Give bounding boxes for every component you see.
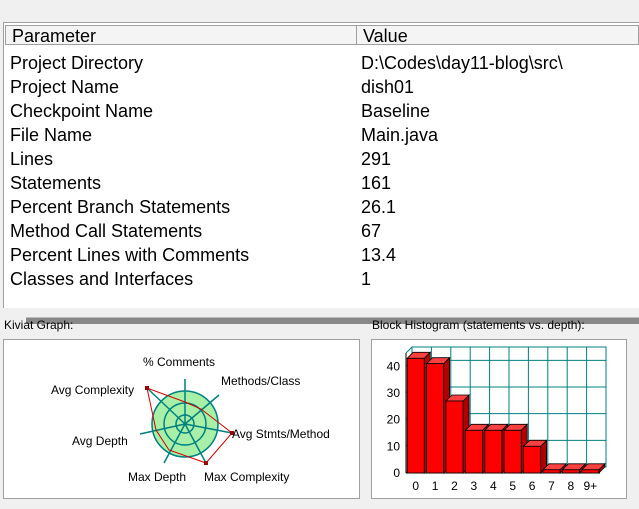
parameter-cell: Checkpoint Name: [10, 101, 154, 121]
parameter-cell: Lines: [10, 149, 54, 169]
horizontal-scrollbar[interactable]: [26, 317, 639, 324]
value-cell: Baseline: [361, 101, 431, 121]
value-cell: dish01: [361, 77, 415, 97]
histogram-bar: [561, 469, 580, 474]
histogram-bar: [406, 357, 425, 474]
table-row[interactable]: Method Call Statements 67: [4, 219, 638, 243]
value-cell: 291: [361, 149, 392, 169]
parameter-column-header[interactable]: Parameter: [5, 25, 357, 46]
x-tick-label: 8: [568, 479, 575, 493]
table-row[interactable]: Percent Branch Statements 26.1: [4, 195, 638, 219]
value-cell: Main.java: [361, 125, 439, 145]
histogram-title: Block Histogram (statements vs. depth):: [372, 318, 585, 332]
histogram-bar: [426, 363, 445, 474]
block-histogram-panel: 0 10 20 30 40 0 1 2 3 4 5 6 7 8 9+: [371, 339, 627, 499]
y-tick-label: 0: [393, 466, 400, 480]
value-cell: 1: [361, 269, 372, 289]
parameter-cell: File Name: [10, 125, 93, 145]
value-column-header[interactable]: Value: [357, 25, 639, 46]
axis-label-max-complexity: Max Complexity: [204, 470, 289, 484]
table-row[interactable]: File Name Main.java: [4, 123, 638, 147]
x-tick-label: 5: [509, 479, 516, 493]
kiviat-value-polygon: [146, 387, 233, 464]
axis-max-depth: [163, 423, 186, 464]
parameter-cell: Project Name: [10, 77, 120, 97]
parameter-cell: Percent Branch Statements: [10, 197, 231, 217]
value-cell: 67: [361, 221, 382, 241]
table-row[interactable]: Project Directory D:\Codes\day11-blog\src…: [4, 51, 638, 75]
parameter-cell: Project Directory: [10, 53, 144, 73]
x-tick-label: 1: [432, 479, 439, 493]
axis-label-avg-depth: Avg Depth: [72, 434, 128, 448]
parameter-cell: Method Call Statements: [10, 221, 203, 241]
kiviat-graph-title: Kiviat Graph:: [4, 318, 74, 332]
x-tick-label: 4: [490, 479, 497, 493]
y-tick-label: 10: [387, 439, 401, 453]
marker-avg-stmts: [230, 431, 234, 435]
x-tick-label: 7: [548, 479, 555, 493]
axis-label-comments: % Comments: [143, 355, 215, 369]
y-tick-label: 40: [387, 359, 401, 373]
histogram-bar: [503, 429, 522, 474]
table-header: Parameter Value: [5, 25, 639, 47]
value-cell: 161: [361, 173, 392, 193]
histogram-bar: [542, 469, 561, 474]
axis-label-methods-class: Methods/Class: [221, 374, 300, 388]
axis-label-avg-complexity: Avg Complexity: [51, 383, 134, 397]
metrics-table: Parameter Value Project Directory D:\Code…: [3, 22, 639, 324]
x-tick-label: 2: [451, 479, 458, 493]
parameter-cell: Statements: [10, 173, 102, 193]
table-row[interactable]: Lines 291: [4, 147, 638, 171]
value-cell: D:\Codes\day11-blog\src\: [361, 53, 563, 73]
y-tick-label: 20: [387, 413, 401, 427]
parameter-cell: Classes and Interfaces: [10, 269, 194, 289]
axis-avg-complexity: [146, 387, 186, 425]
histogram-side-top: [405, 346, 413, 354]
marker-max-complexity: [204, 461, 208, 465]
axis-label-max-depth: Max Depth: [128, 470, 186, 484]
kiviat-graph-panel: % Comments Methods/Class Avg Stmts/Metho…: [3, 339, 360, 499]
parameter-cell: Percent Lines with Comments: [10, 245, 250, 265]
table-row[interactable]: Classes and Interfaces 1: [4, 267, 638, 291]
histogram-bar: [464, 429, 483, 474]
table-row[interactable]: Statements 161: [4, 171, 638, 195]
y-tick-label: 30: [387, 386, 401, 400]
histogram-bar: [484, 429, 503, 474]
x-tick-label: 3: [471, 479, 478, 493]
axis-label-avg-stmts: Avg Stmts/Method: [232, 427, 330, 441]
table-row[interactable]: Checkpoint Name Baseline: [4, 99, 638, 123]
marker-avg-complexity: [145, 386, 149, 390]
axis-avg-stmts: [184, 423, 233, 434]
x-tick-label: 0: [412, 479, 419, 493]
histogram-bar: [581, 469, 600, 474]
table-row[interactable]: Project Name dish01: [4, 75, 638, 99]
table-body: Project Directory D:\Codes\day11-blog\src…: [4, 51, 638, 291]
x-tick-label: 6: [529, 479, 536, 493]
histogram-bar: [445, 400, 464, 474]
x-tick-label: 9+: [583, 479, 597, 493]
axis-max-complexity: [184, 423, 207, 464]
axis-avg-depth: [139, 423, 186, 435]
kiviat-graph: % Comments Methods/Class Avg Stmts/Metho…: [51, 355, 330, 484]
histogram-bar: [523, 445, 542, 474]
value-cell: 26.1: [361, 197, 397, 217]
value-cell: 13.4: [361, 245, 397, 265]
table-row[interactable]: Percent Lines with Comments 13.4: [4, 243, 638, 267]
